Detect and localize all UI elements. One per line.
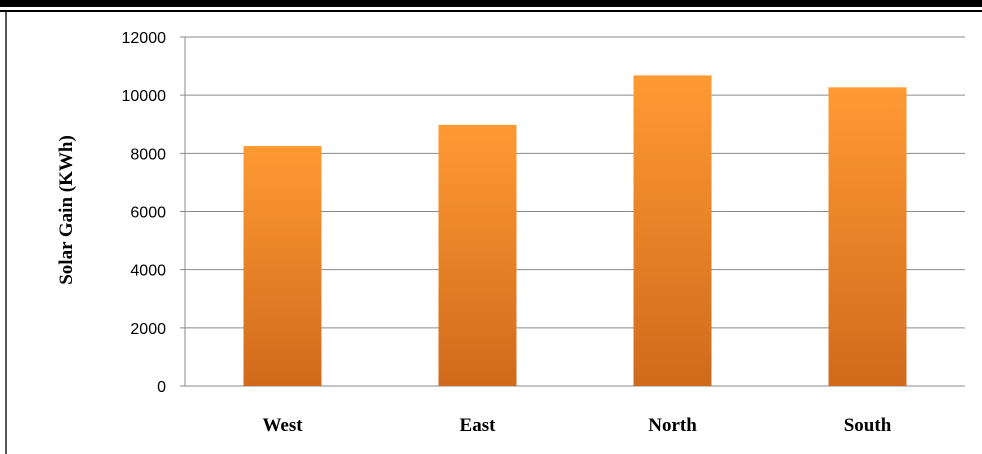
- bar-south: [828, 87, 907, 387]
- y-tick-label: 6000: [130, 205, 166, 222]
- left-border-rule: [5, 12, 7, 454]
- y-tick-label: 2000: [130, 321, 166, 338]
- bar-west: [243, 146, 322, 386]
- y-tick-label: 10000: [122, 88, 167, 105]
- bars: [243, 75, 907, 387]
- x-category-label: North: [648, 415, 697, 436]
- category-labels: West East North South: [262, 415, 891, 436]
- y-axis-label: Solar Gain (KWh): [56, 135, 77, 285]
- x-category-label: West: [262, 415, 303, 436]
- y-axis: 0 2000 4000 6000 8000 10000 12000: [122, 30, 186, 396]
- y-tick-label: 8000: [130, 146, 166, 163]
- bar-north: [633, 75, 712, 386]
- bar-east: [438, 124, 517, 386]
- y-tick-label: 12000: [122, 30, 167, 47]
- y-tick-label: 4000: [130, 263, 166, 280]
- x-category-label: South: [844, 415, 892, 436]
- x-category-label: East: [460, 415, 497, 436]
- top-border-thin-rule: [0, 10, 982, 12]
- y-tick-label: 0: [157, 379, 166, 396]
- top-border-rule: [0, 0, 982, 7]
